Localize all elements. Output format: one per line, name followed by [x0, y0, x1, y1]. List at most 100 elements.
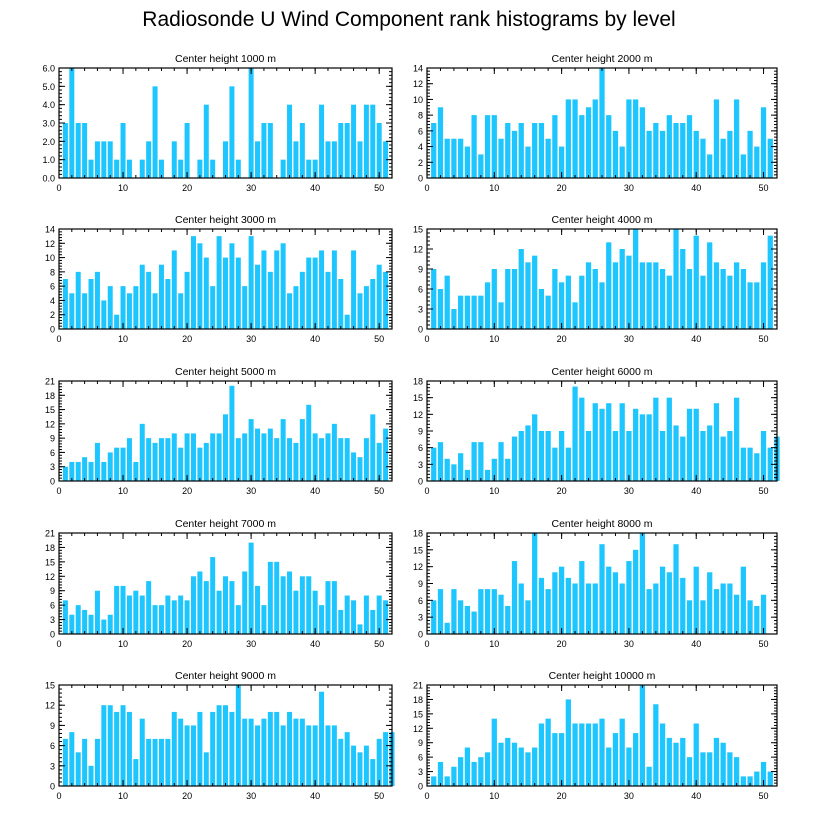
histogram-bar	[312, 725, 318, 786]
y-tick-label: 12	[45, 419, 55, 429]
histogram-bar	[552, 447, 558, 481]
y-tick-label: 8	[418, 111, 423, 121]
histogram-bar	[612, 733, 619, 786]
x-tick-label: 10	[489, 639, 499, 649]
histogram-bar	[451, 589, 457, 634]
histogram-bar	[344, 595, 350, 634]
histogram-bar	[599, 718, 605, 786]
histogram-bar	[727, 752, 733, 786]
histogram-bar	[484, 282, 491, 329]
histogram-bar	[357, 624, 363, 634]
histogram-bar	[458, 138, 464, 178]
histogram-bar	[646, 130, 652, 178]
histogram-bar	[713, 262, 720, 329]
histogram-bar	[197, 159, 203, 178]
histogram-bar	[107, 705, 113, 786]
histogram-bar	[248, 68, 254, 178]
histogram-bar	[693, 130, 699, 178]
y-tick-label: 12	[413, 245, 423, 255]
histogram-bar	[478, 295, 484, 329]
histogram-bar	[235, 605, 241, 634]
histogram-bar	[686, 408, 693, 481]
histogram-bar	[740, 566, 746, 634]
histogram-bar	[357, 141, 363, 178]
histogram-bar	[101, 705, 107, 786]
histogram-bar	[639, 414, 646, 481]
histogram-bar	[511, 436, 518, 481]
histogram-bar	[707, 572, 713, 634]
histogram-bar	[82, 123, 88, 178]
histogram-bar	[114, 159, 120, 178]
histogram-bar	[101, 141, 107, 178]
x-tick-label: 30	[624, 486, 634, 496]
histogram-bar	[248, 542, 254, 634]
histogram-bar	[357, 457, 363, 481]
histogram-bar	[727, 431, 733, 481]
histogram-bar	[280, 576, 286, 634]
histogram-bar	[585, 723, 592, 786]
x-tick-label: 20	[557, 791, 567, 801]
histogram-bar	[82, 457, 88, 481]
histogram-bar	[197, 447, 203, 481]
y-tick-label: 9	[418, 579, 423, 589]
histogram-bar	[700, 138, 706, 178]
y-tick-label: 15	[413, 393, 423, 403]
histogram-bar	[261, 250, 267, 329]
histogram-bar	[437, 589, 444, 634]
histogram-bar	[152, 738, 158, 786]
y-tick-label: 4.0	[42, 100, 55, 110]
histogram-bar	[165, 738, 171, 786]
histogram-bar	[538, 723, 545, 786]
histogram-bar	[255, 725, 261, 786]
histogram-bar	[572, 99, 578, 178]
histogram-bar	[572, 723, 578, 786]
histogram-bar	[146, 738, 152, 786]
histogram-bar	[619, 403, 625, 481]
histogram-bar	[62, 466, 68, 481]
histogram-bar	[727, 275, 733, 329]
plot-frame	[58, 684, 393, 787]
histogram-bar	[747, 600, 753, 634]
histogram-bar	[444, 622, 450, 634]
histogram-bar	[274, 250, 280, 329]
histogram-bar	[498, 302, 504, 329]
x-tick-label: 20	[557, 639, 567, 649]
histogram-bar	[62, 123, 68, 178]
histogram-bar	[306, 159, 312, 178]
x-tick-label: 40	[691, 486, 701, 496]
histogram-bar	[152, 605, 158, 634]
histogram-bar	[558, 431, 565, 481]
x-tick-label: 40	[310, 639, 320, 649]
histogram-bar	[491, 589, 497, 634]
histogram-bar	[146, 438, 152, 481]
histogram-bar	[351, 600, 357, 634]
plot-frame	[426, 380, 778, 482]
y-tick-label: 9	[418, 738, 423, 748]
plot-frame	[426, 684, 778, 787]
histogram-bar	[293, 718, 299, 786]
histogram-bar	[280, 243, 286, 329]
histogram-bar	[619, 718, 625, 786]
y-tick-label: 6	[418, 753, 423, 763]
histogram-bar	[558, 566, 565, 634]
histogram-bar	[693, 566, 699, 634]
histogram-bar	[235, 685, 241, 786]
histogram-bar	[518, 747, 524, 786]
histogram-bar	[532, 747, 538, 786]
histogram-bar	[458, 600, 464, 634]
histogram-bar	[565, 577, 571, 634]
histogram-bar	[216, 590, 222, 634]
y-tick-label: 3	[418, 460, 423, 470]
histogram-bar	[363, 104, 369, 178]
histogram-bar	[720, 742, 726, 786]
histogram-bar	[190, 576, 196, 634]
histogram-bar	[69, 732, 75, 786]
histogram-bar	[579, 275, 585, 329]
plot-frame	[426, 67, 778, 179]
x-tick-label: 20	[557, 183, 567, 193]
y-tick-label: 15	[45, 681, 55, 691]
x-tick-label: 40	[691, 791, 701, 801]
histogram-bar	[299, 123, 305, 178]
histogram-bar	[525, 262, 531, 329]
histogram-bar	[69, 293, 75, 329]
